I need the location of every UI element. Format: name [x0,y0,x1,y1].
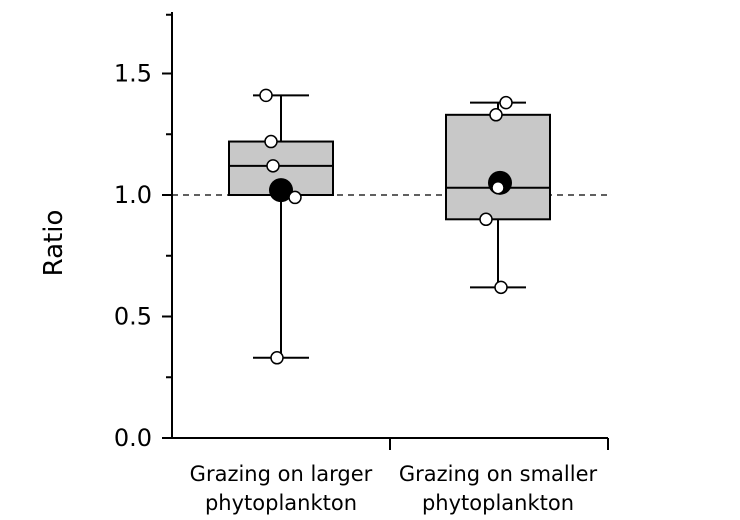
y-ticks: 0.0 0.5 1.0 1.5 [114,13,172,452]
data-point [266,159,280,173]
y-tick-label: 1.5 [114,60,152,88]
x-ticks [389,438,609,450]
data-point [491,180,505,195]
data-point [288,190,302,205]
box-group [445,95,551,295]
x-tick-label-line2: phytoplankton [205,491,357,515]
y-tick-label: 0.5 [114,303,152,331]
box-groups [228,88,551,365]
data-point [264,134,278,149]
x-tick-label-line1: Grazing on smaller [399,462,598,486]
data-point [489,108,503,122]
x-tick-label-line2: phytoplankton [422,491,574,515]
data-point [270,351,284,365]
mean-marker [269,178,293,203]
axes [171,12,608,439]
x-tick-labels: Grazing on larger phytoplankton Grazing on… [190,462,598,515]
iqr-box [445,113,551,221]
y-axis-title: Ratio [39,210,69,277]
y-tick-label: 1.0 [114,181,152,209]
data-point [479,212,493,227]
y-tick-label: 0.0 [114,424,152,452]
data-point [499,95,513,110]
data-point [259,88,273,103]
box-group [228,88,334,365]
x-tick-label-line1: Grazing on larger [190,462,373,486]
data-point [494,280,508,295]
